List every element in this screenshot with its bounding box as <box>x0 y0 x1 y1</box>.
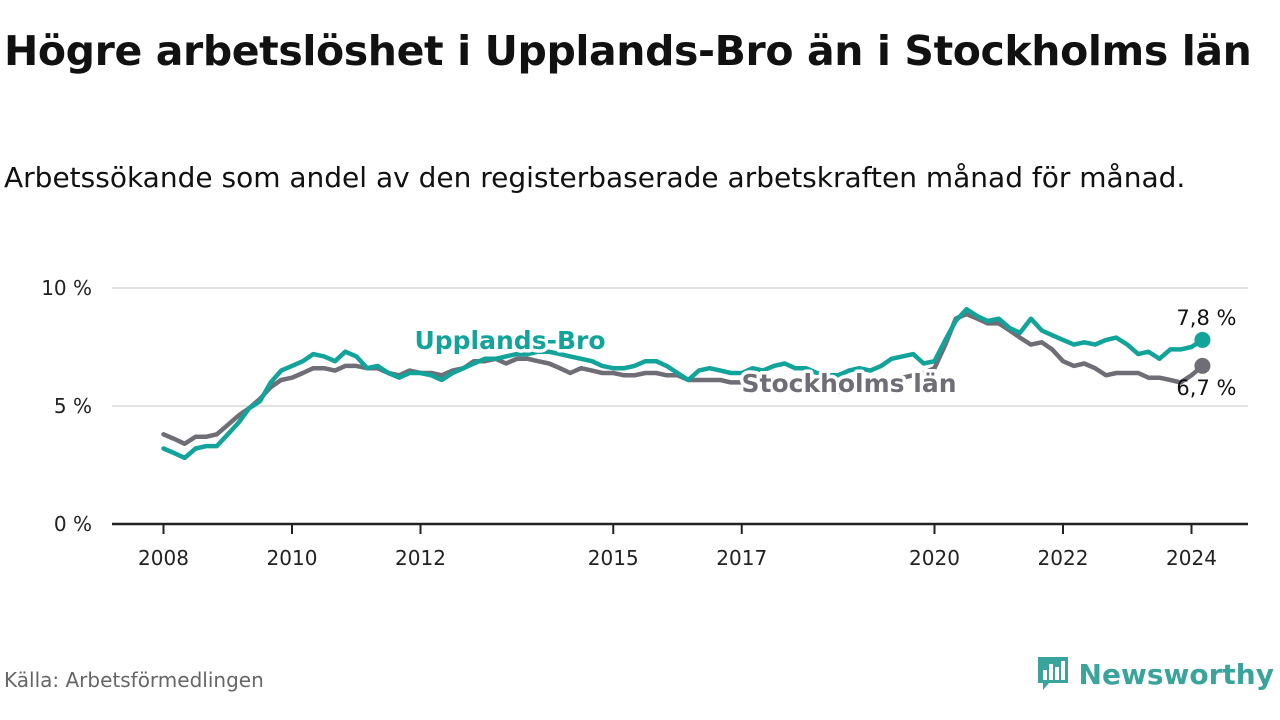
series-labels: 7,8 % 6,7 % Upplands-Bro Stockholms län <box>411 306 1236 402</box>
brand-name: Newsworthy <box>1078 657 1274 691</box>
end-label-stockholms-lan: 6,7 % <box>1176 376 1236 400</box>
x-tick-label: 2012 <box>395 546 446 570</box>
bar-chart-logo-icon <box>1037 657 1068 690</box>
end-label-upplands-bro: 7,8 % <box>1176 306 1236 330</box>
x-tick-label: 2015 <box>588 546 639 570</box>
source-note: Källa: Arbetsförmedlingen <box>4 668 264 692</box>
series-lines <box>161 306 1205 461</box>
chart-subtitle: Arbetssökande som andel av den registerb… <box>4 161 1186 194</box>
series-label-upplands-bro: Upplands-Bro <box>414 326 605 355</box>
end-marker-upplands-bro <box>1194 331 1211 348</box>
gridlines: 0 % 5 % 10 % <box>41 276 1248 536</box>
y-tick-label: 0 % <box>54 512 92 536</box>
x-axis: 2008 2010 2012 2015 2017 2020 2022 2024 <box>112 522 1248 570</box>
series-label-stockholms-lan: Stockholms län <box>742 369 957 398</box>
y-tick-label: 10 % <box>41 276 92 300</box>
x-tick-label: 2008 <box>138 546 189 570</box>
series-line-upplands-bro <box>161 306 1205 461</box>
brand-logo[interactable]: Newsworthy <box>1035 654 1274 694</box>
y-tick-label: 5 % <box>54 394 92 418</box>
x-tick-label: 2017 <box>716 546 767 570</box>
x-tick-label: 2022 <box>1038 546 1089 570</box>
chart-title: Högre arbetslöshet i Upplands-Bro än i S… <box>4 27 1252 75</box>
x-tick-label: 2024 <box>1166 546 1217 570</box>
x-tick-label: 2010 <box>267 546 318 570</box>
x-tick-label: 2020 <box>909 546 960 570</box>
end-marker-stockholms-lan <box>1194 357 1211 374</box>
